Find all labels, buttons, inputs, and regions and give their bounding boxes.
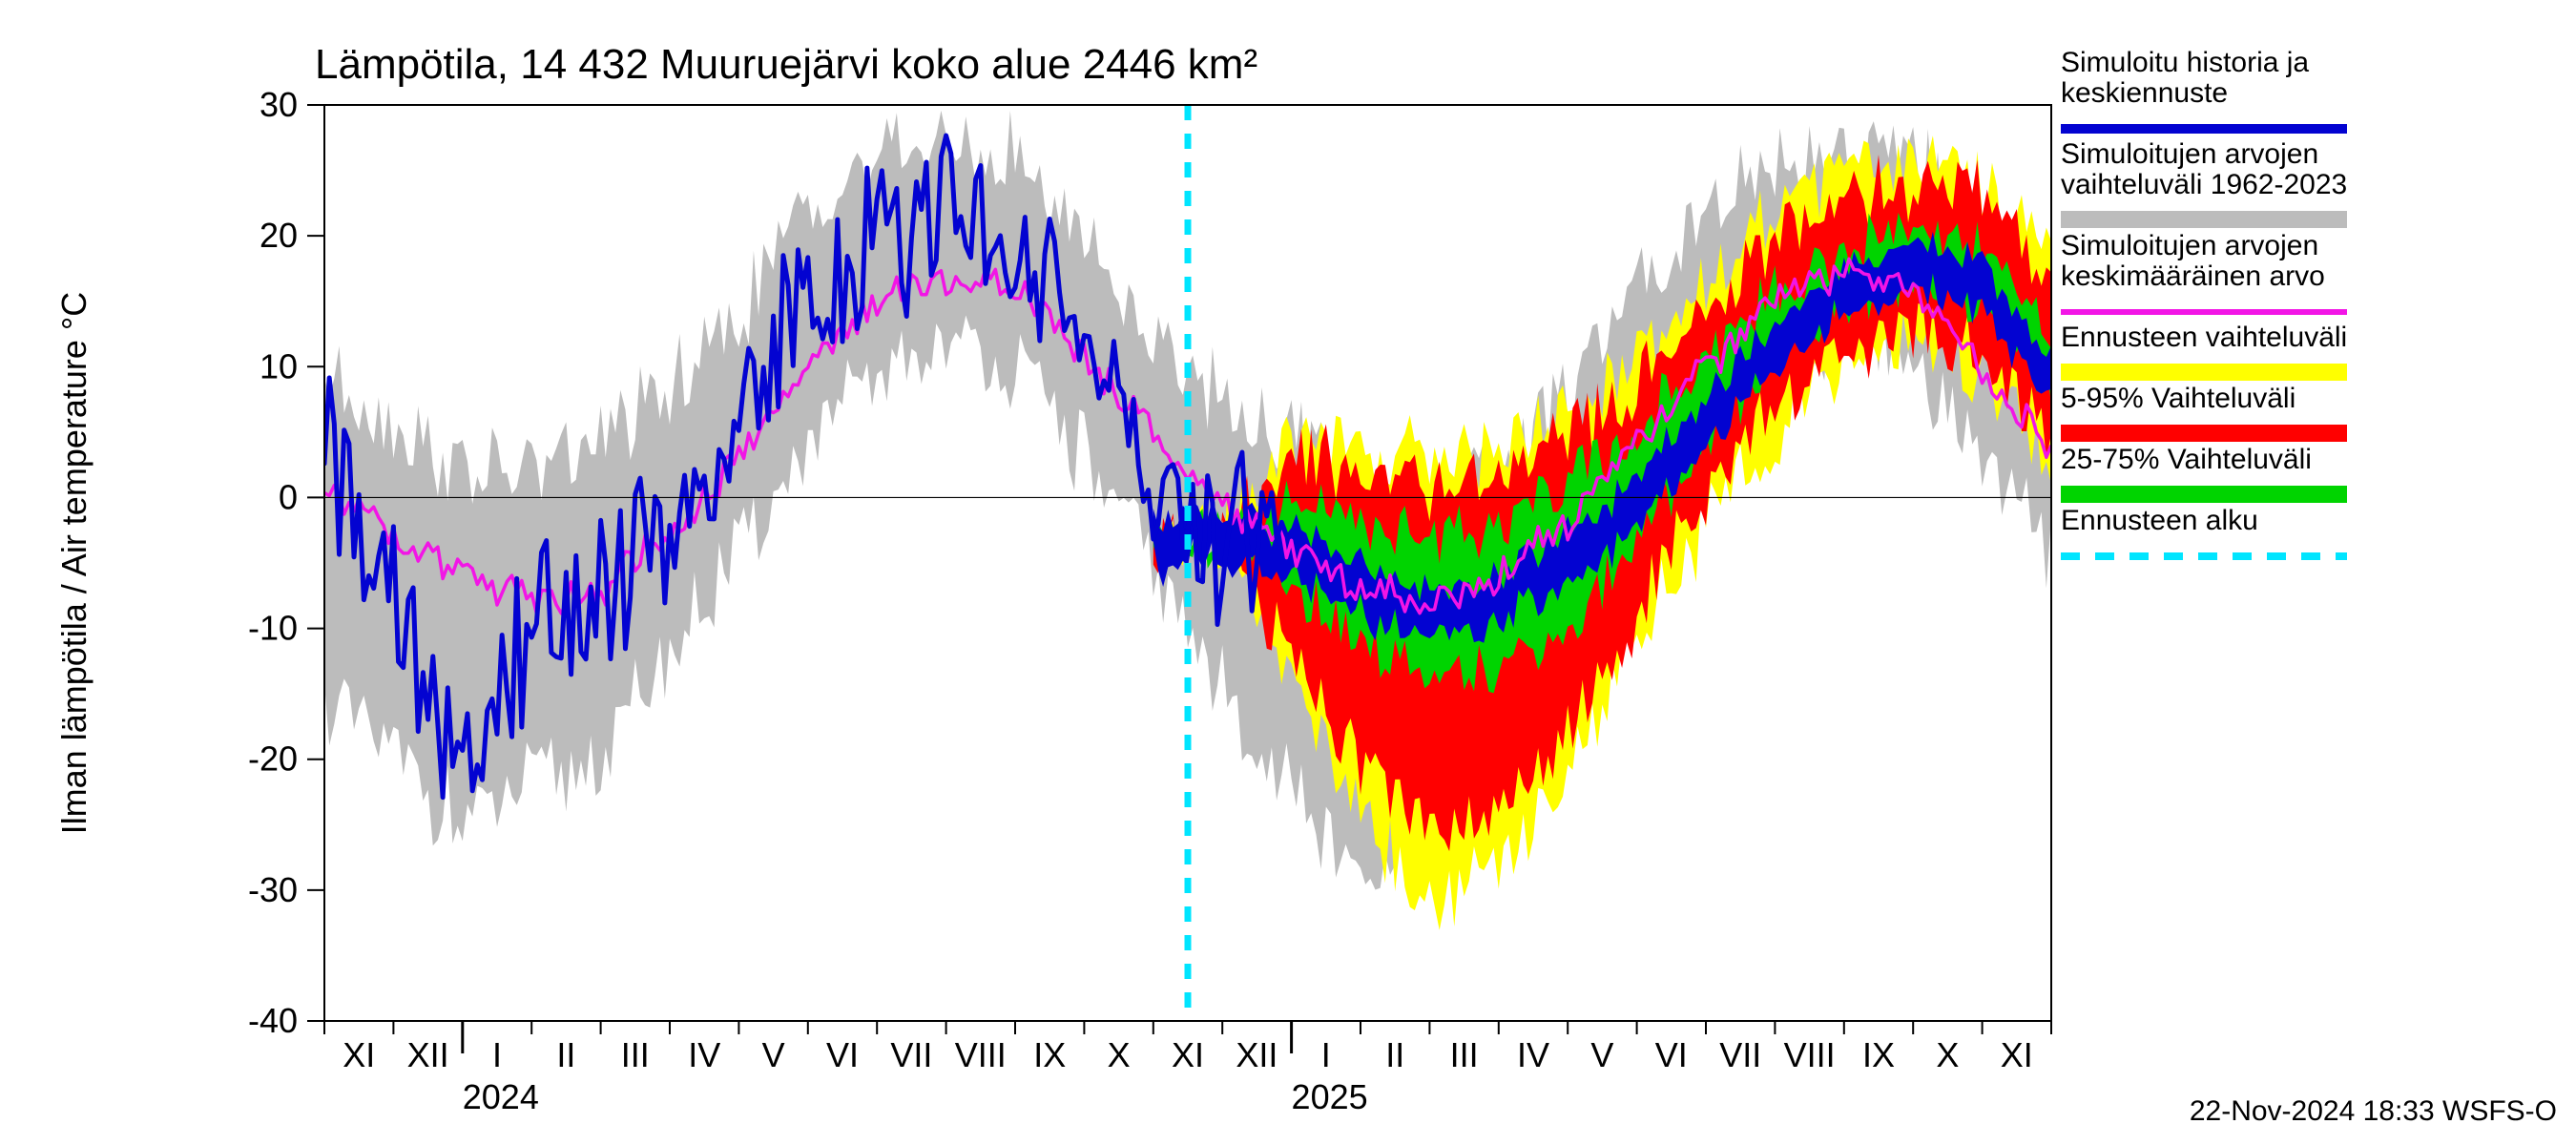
- svg-text:25-75% Vaihteluväli: 25-75% Vaihteluväli: [2061, 444, 2312, 475]
- svg-text:VII: VII: [1719, 1035, 1761, 1074]
- temperature-chart: -40-30-20-100102030XIXIIIIIIIIIVVVIVIIVI…: [0, 0, 2576, 1145]
- svg-text:VII: VII: [890, 1035, 932, 1074]
- chart-title: Lämpötila, 14 432 Muuruejärvi koko alue …: [315, 41, 1257, 88]
- svg-text:III: III: [1450, 1035, 1479, 1074]
- svg-text:VI: VI: [1655, 1035, 1688, 1074]
- svg-text:X: X: [1108, 1035, 1131, 1074]
- timestamp-label: 22-Nov-2024 18:33 WSFS-O: [2190, 1095, 2557, 1127]
- svg-text:Ennusteen vaihteluväli: Ennusteen vaihteluväli: [2061, 322, 2347, 353]
- svg-text:II: II: [1385, 1035, 1404, 1074]
- svg-text:IV: IV: [1517, 1035, 1549, 1074]
- svg-text:vaihteluväli 1962-2023: vaihteluväli 1962-2023: [2061, 169, 2347, 200]
- svg-text:0: 0: [279, 477, 298, 516]
- svg-text:-30: -30: [248, 870, 298, 909]
- svg-text:keskiennuste: keskiennuste: [2061, 77, 2228, 109]
- svg-text:30: 30: [260, 85, 298, 124]
- svg-text:-20: -20: [248, 739, 298, 779]
- svg-text:5-95% Vaihteluväli: 5-95% Vaihteluväli: [2061, 383, 2296, 414]
- svg-text:-10: -10: [248, 609, 298, 648]
- y-axis-label: Ilman lämpötila / Air temperature °C: [54, 292, 93, 835]
- svg-text:2024: 2024: [463, 1077, 539, 1116]
- svg-text:20: 20: [260, 216, 298, 255]
- svg-text:V: V: [762, 1035, 785, 1074]
- svg-text:10: 10: [260, 346, 298, 385]
- svg-text:III: III: [621, 1035, 650, 1074]
- svg-text:-40: -40: [248, 1001, 298, 1040]
- svg-text:keskimääräinen arvo: keskimääräinen arvo: [2061, 260, 2325, 292]
- svg-text:V: V: [1590, 1035, 1613, 1074]
- svg-text:VI: VI: [826, 1035, 859, 1074]
- svg-text:VIII: VIII: [955, 1035, 1007, 1074]
- svg-text:Simuloitujen arvojen: Simuloitujen arvojen: [2061, 230, 2318, 261]
- svg-text:2025: 2025: [1292, 1077, 1368, 1116]
- svg-text:X: X: [1936, 1035, 1959, 1074]
- svg-text:IX: IX: [1862, 1035, 1895, 1074]
- svg-text:XI: XI: [2001, 1035, 2033, 1074]
- svg-text:II: II: [556, 1035, 575, 1074]
- svg-text:IV: IV: [688, 1035, 720, 1074]
- svg-text:XII: XII: [1236, 1035, 1278, 1074]
- svg-text:XI: XI: [343, 1035, 375, 1074]
- svg-text:I: I: [1321, 1035, 1331, 1074]
- svg-text:Simuloitu historia ja: Simuloitu historia ja: [2061, 47, 2309, 78]
- svg-text:Ennusteen alku: Ennusteen alku: [2061, 505, 2258, 536]
- svg-text:XI: XI: [1172, 1035, 1204, 1074]
- svg-text:I: I: [492, 1035, 502, 1074]
- svg-text:XII: XII: [407, 1035, 449, 1074]
- svg-text:IX: IX: [1033, 1035, 1066, 1074]
- svg-text:VIII: VIII: [1784, 1035, 1836, 1074]
- svg-text:Simuloitujen arvojen: Simuloitujen arvojen: [2061, 138, 2318, 170]
